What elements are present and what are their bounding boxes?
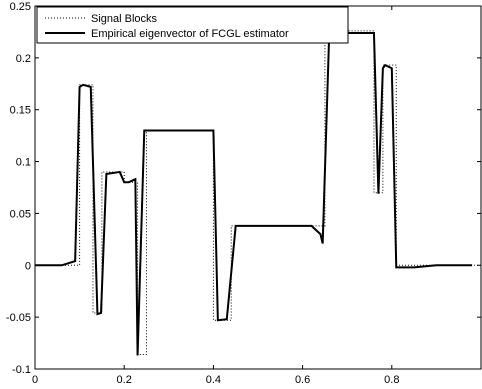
- y-tick-label: 0.15: [10, 105, 31, 117]
- y-tick-label: -0.1: [12, 364, 31, 376]
- axis-ticks: 0 0.2 0.4 0.6 0.8 -0.1 -0.05 0 0.05 0.1 0.15 0.2 0.2…: [6, 1, 481, 386]
- y-tick-label: 0.25: [10, 1, 31, 13]
- series-line-empirical-eigenvector: [35, 27, 473, 356]
- legend-box: [36, 6, 349, 44]
- plot-area-border: [34, 5, 482, 370]
- x-tick-label: 0.8: [384, 374, 399, 386]
- x-tick-label: 0: [32, 374, 38, 386]
- y-tick-label: 0.2: [16, 53, 31, 65]
- x-tick-label: 0.2: [117, 374, 132, 386]
- x-tick-label: 0.4: [206, 374, 221, 386]
- y-tick-label: 0.05: [10, 208, 31, 220]
- legend-label: Signal Blocks: [91, 13, 158, 25]
- y-tick-label: -0.05: [6, 312, 31, 324]
- series-layer: [35, 27, 481, 356]
- y-tick-label: 0.1: [16, 157, 31, 169]
- legend-label: Empirical eigenvector of FCGL estimator: [91, 28, 289, 40]
- legend: Signal Blocks Empirical eigenvector of FC…: [36, 6, 349, 44]
- y-tick-label: 0: [25, 260, 31, 272]
- x-tick-label: 0.6: [295, 374, 310, 386]
- axes-frame: [34, 5, 482, 370]
